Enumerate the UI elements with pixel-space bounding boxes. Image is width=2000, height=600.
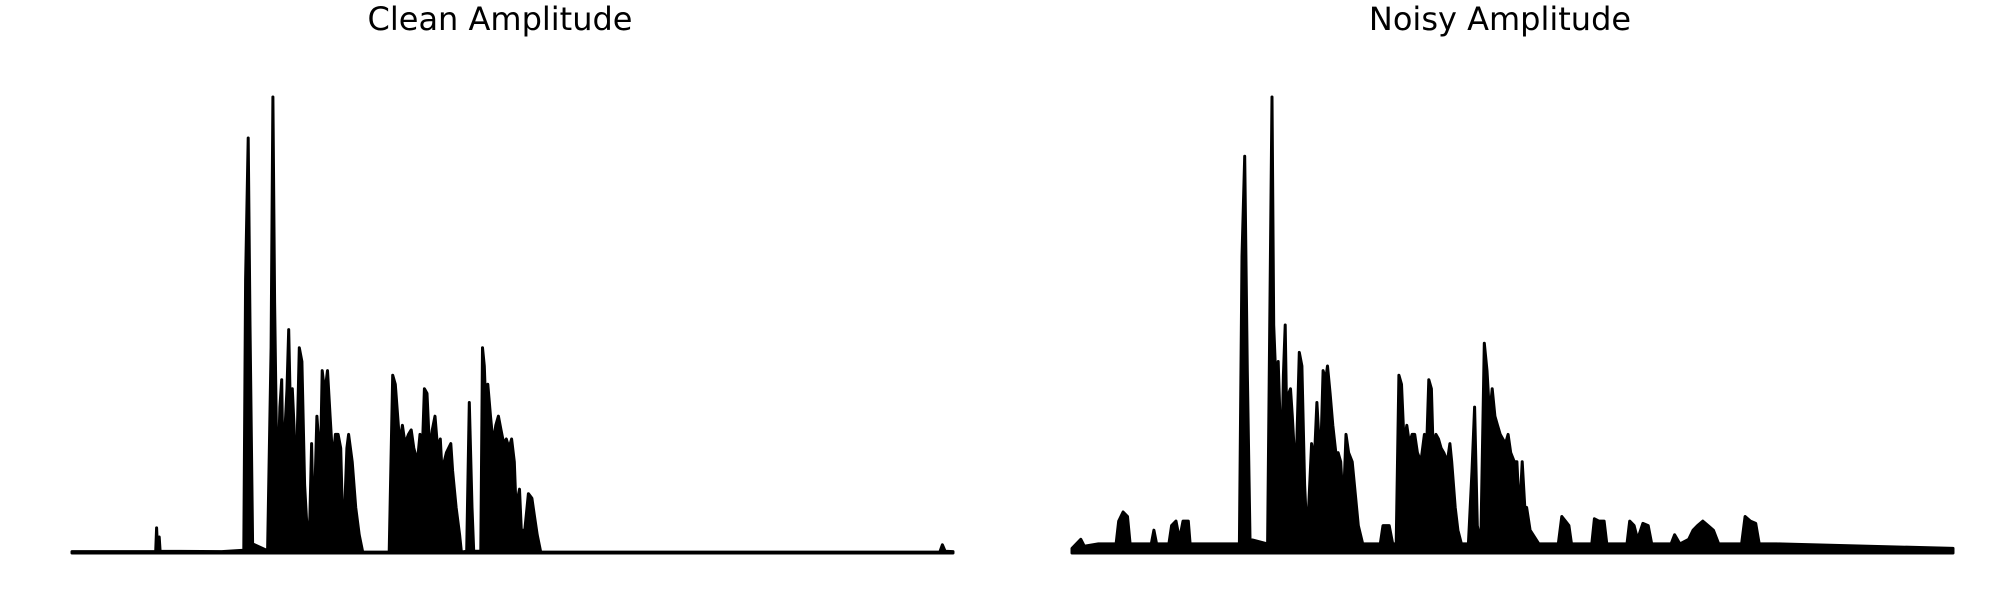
amplitude-area-series-0 — [1070, 95, 1955, 555]
chart-title: Noisy Amplitude — [1368, 0, 1632, 38]
chart-title: Clean Amplitude — [367, 0, 633, 38]
noisy-amplitude-chart — [1070, 95, 1955, 555]
clean-amplitude-panel: Clean Amplitude — [70, 0, 955, 555]
amplitude-area-series-0 — [70, 95, 955, 555]
clean-amplitude-chart — [70, 95, 955, 555]
noisy-amplitude-panel: Noisy Amplitude — [1000, 0, 2000, 600]
